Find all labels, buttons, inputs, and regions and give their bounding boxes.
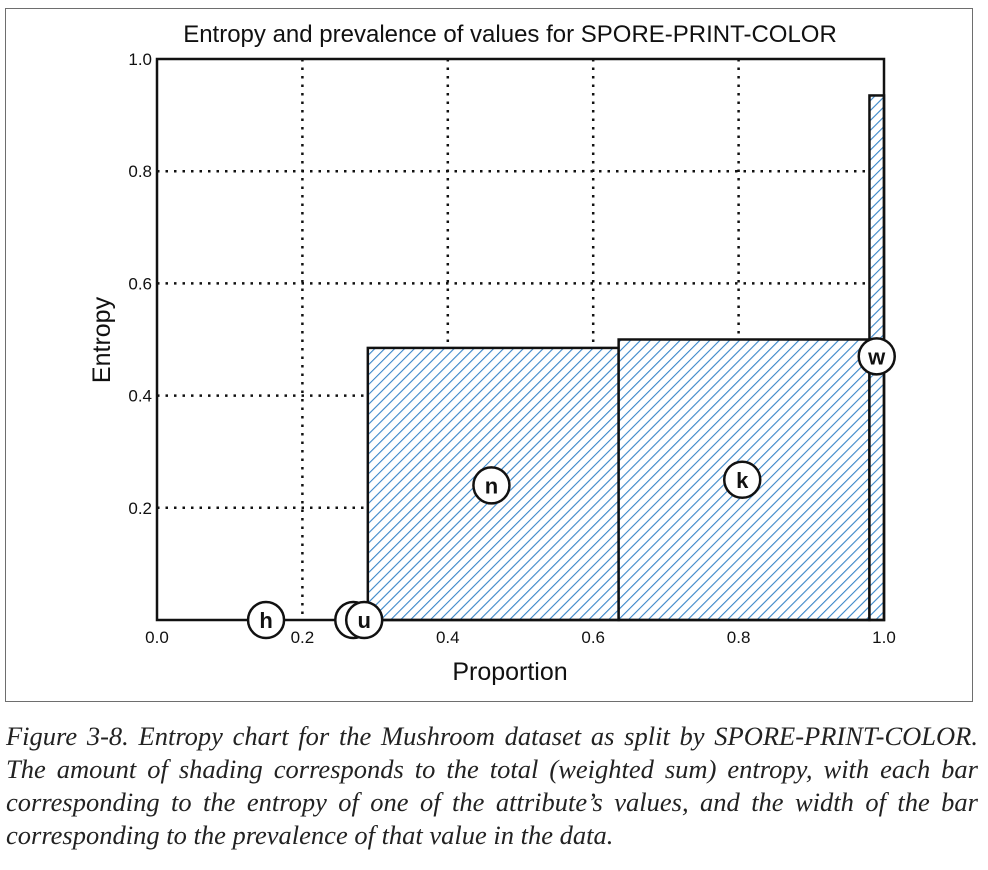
bar-label-circle — [344, 600, 384, 640]
y-tick-label: 0.4 — [128, 387, 152, 406]
figure-caption: Figure 3-8. Entropy chart for the Mushro… — [6, 721, 978, 850]
y-tick-label: 1.0 — [128, 50, 152, 69]
entropy-chart: Entropy and prevalence of values for SPO… — [88, 21, 896, 686]
bar-label-text: w — [867, 344, 886, 369]
bar-label-text: n — [485, 473, 498, 498]
bar-label-circle — [857, 337, 896, 376]
chart-title: Entropy and prevalence of values for SPO… — [183, 21, 837, 48]
bar-label-u: u — [344, 600, 384, 640]
bar-label-h: h — [246, 600, 286, 640]
bar-label-w: w — [857, 337, 896, 376]
x-tick-label: 1.0 — [872, 628, 896, 647]
bar-label-text: h — [259, 608, 272, 633]
x-tick-label: 0.4 — [436, 628, 460, 647]
x-tick-label: 0.0 — [145, 628, 169, 647]
bar-label-n: n — [472, 466, 511, 505]
tick-labels: 0.0 0.2 0.4 0.6 0.8 1.0 0.2 0.4 0.6 0.8 1.0 — [128, 50, 895, 647]
bar-label-k: k — [722, 460, 762, 499]
x-tick-label: 0.2 — [291, 628, 315, 647]
bars — [366, 94, 886, 622]
bar-label-circle — [246, 600, 286, 640]
bar-label-circle — [722, 460, 762, 499]
y-tick-label: 0.6 — [128, 274, 152, 293]
x-tick-label: 0.6 — [581, 628, 605, 647]
y-tick-label: 0.8 — [128, 162, 152, 181]
bar-label-text: k — [736, 468, 749, 493]
x-tick-label: 0.8 — [727, 628, 751, 647]
bar-label-circle — [472, 466, 511, 505]
x-axis-label: Proportion — [452, 658, 567, 686]
y-axis-label: Entropy — [88, 296, 116, 383]
y-tick-label: 0.2 — [128, 499, 152, 518]
bar-label-text: u — [357, 608, 370, 633]
bar-labels: h u n k w — [246, 337, 896, 640]
